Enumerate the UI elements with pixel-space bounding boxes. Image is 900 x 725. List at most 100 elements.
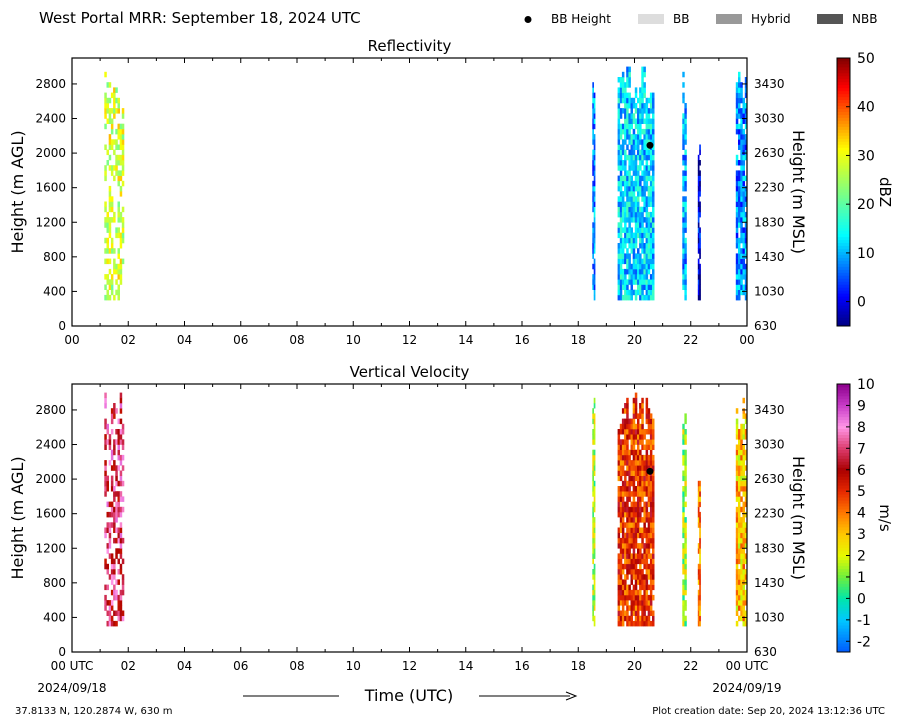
data-cell [626,144,629,150]
colorbar-swatch [837,224,850,229]
data-cell [649,511,653,518]
data-cell [652,263,655,270]
data-cell [738,584,741,591]
data-cell [621,284,625,290]
data-cell [630,553,633,559]
data-cell [121,217,125,223]
data-cell [621,217,625,223]
data-cell [115,620,118,627]
data-cell [106,423,109,430]
data-cell [630,196,633,202]
data-cell [119,418,123,425]
data-cell [744,594,748,601]
data-cell [592,232,594,239]
data-cell [682,237,685,244]
data-cell [639,185,642,192]
data-cell [684,620,687,627]
data-cell [639,413,642,419]
data-cell [117,496,120,502]
data-cell [624,439,627,445]
data-cell [637,548,640,554]
data-cell [115,475,118,482]
data-cell [697,170,700,176]
data-cell [592,418,594,425]
data-cell [593,605,596,611]
data-cell [649,118,653,124]
data-cell [649,134,653,140]
data-cell [742,175,745,182]
colorbar-tick-label: 4 [857,506,866,522]
data-cell [645,165,649,171]
data-cell [652,537,655,544]
data-cell [621,537,625,544]
data-cell [121,113,125,119]
data-cell [697,620,700,627]
data-cell [619,569,623,575]
colorbar-swatch [837,601,850,605]
data-cell [645,139,649,145]
colorbar-swatch [837,272,850,276]
data-cell [649,423,653,430]
colorbar-swatch [837,254,850,258]
data-cell [593,237,596,244]
data-cell [645,460,649,466]
data-cell [104,480,107,487]
data-cell [645,620,649,627]
colorbar-swatch [837,395,850,400]
data-cell [742,97,745,104]
data-cell [649,211,653,218]
data-cell [110,620,114,627]
data-cell [652,253,655,259]
data-cell [593,403,596,409]
data-cell [619,82,623,88]
colorbar-swatch [837,610,850,614]
y-tick-label-right: 630 [754,645,777,659]
data-cell [592,108,594,114]
data-cell [619,206,623,213]
data-cell [697,486,700,492]
data-cell [113,589,116,596]
data-cell [699,180,701,187]
data-cell [630,149,633,156]
data-cell [621,139,625,145]
data-cell [117,444,120,450]
data-cell [699,579,701,585]
data-cell [624,149,627,156]
x-tick-label: 22 [683,659,698,673]
data-cell [121,615,125,622]
data-cell [117,449,120,456]
data-cell [621,294,625,301]
data-cell [115,470,118,476]
x-tick-label: 02 [121,333,136,347]
data-cell [649,97,653,104]
data-cell [684,180,687,187]
data-cell [593,413,596,419]
data-cell [632,253,636,259]
data-cell [621,460,625,466]
data-cell [592,517,594,523]
data-cell [108,268,112,275]
data-cell [619,563,623,570]
data-cell [649,108,653,114]
data-cell [110,429,114,435]
data-cell [649,579,653,585]
data-cell [652,496,655,502]
data-cell [113,175,116,182]
data-cell [645,429,649,435]
data-cell [742,196,745,202]
data-cell [624,475,627,482]
data-cell [637,423,640,430]
data-cell [628,113,631,119]
velocity-data-layer [104,392,748,627]
colorbar-swatch [837,526,850,531]
data-cell [626,170,629,176]
data-cell [652,532,655,539]
data-cell [115,610,118,616]
data-cell [652,501,655,508]
data-cell [617,128,621,135]
data-cell [682,548,685,554]
data-cell [110,201,114,207]
colorbar-swatch [837,512,850,516]
y-tick-label: 2400 [35,438,66,452]
data-cell [592,408,594,414]
